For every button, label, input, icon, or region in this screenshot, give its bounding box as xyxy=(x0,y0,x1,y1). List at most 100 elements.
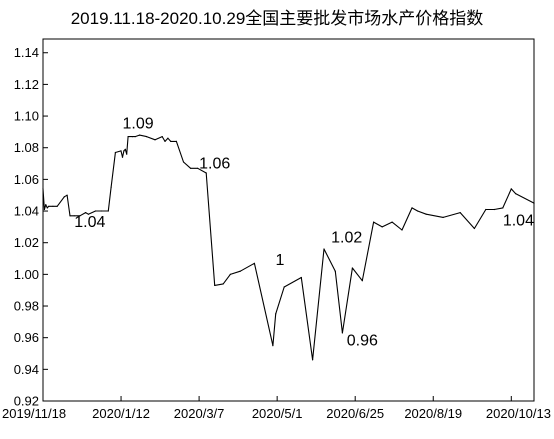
data-point xyxy=(170,140,172,142)
data-point xyxy=(533,202,535,204)
y-tick-label: 1.14 xyxy=(14,45,39,60)
x-tick-label: 2020/1/12 xyxy=(92,406,150,421)
y-tick-label: 0.96 xyxy=(14,330,39,345)
data-point xyxy=(87,213,89,215)
data-point xyxy=(121,156,124,158)
data-point xyxy=(42,188,44,190)
x-tick-label: 2020/10/13 xyxy=(486,406,551,421)
y-tick-label: 0.98 xyxy=(14,299,39,314)
data-point xyxy=(442,216,444,218)
data-point xyxy=(146,136,148,138)
data-point xyxy=(411,207,413,209)
data-point xyxy=(131,136,133,138)
y-tick-label: 0.94 xyxy=(14,362,39,377)
data-point xyxy=(239,270,241,272)
data-point xyxy=(459,212,461,214)
data-point xyxy=(154,139,156,141)
data-point xyxy=(182,161,185,163)
data-point xyxy=(120,150,122,152)
data-point xyxy=(515,193,517,195)
data-point xyxy=(175,140,177,142)
data-point xyxy=(85,212,87,214)
y-tick-label: 1.02 xyxy=(14,235,39,250)
data-point xyxy=(401,229,403,231)
data-point xyxy=(124,148,126,150)
x-tick-label: 2020/3/7 xyxy=(174,406,225,421)
data-point xyxy=(312,359,314,361)
data-point xyxy=(323,248,325,250)
data-point xyxy=(161,136,163,138)
data-point xyxy=(222,283,224,285)
data-label: 1.09 xyxy=(123,116,154,133)
data-point xyxy=(283,286,285,288)
annotation-group: 1.04 1.09 1.06 1 1.02 0.96 1.04 xyxy=(74,116,534,350)
data-point xyxy=(52,205,54,207)
data-point xyxy=(300,276,302,279)
data-point xyxy=(373,221,375,223)
y-tick-label: 1.00 xyxy=(14,267,39,282)
data-point xyxy=(351,267,353,269)
data-point xyxy=(275,313,277,315)
data-label: 0.96 xyxy=(347,333,378,350)
data-point xyxy=(361,280,363,282)
data-point xyxy=(417,210,419,212)
data-point xyxy=(63,196,65,198)
y-tick-label: 1.10 xyxy=(14,109,39,124)
data-point xyxy=(94,210,97,212)
data-label: 1 xyxy=(276,252,285,269)
plot-frame xyxy=(42,38,535,402)
data-point xyxy=(79,215,81,217)
data-point xyxy=(107,210,109,212)
data-point xyxy=(341,332,343,334)
data-point xyxy=(485,208,487,211)
y-tick-label: 1.04 xyxy=(14,204,39,219)
y-tick-label: 1.12 xyxy=(14,77,39,92)
data-point xyxy=(46,207,48,209)
data-point xyxy=(100,210,102,212)
y-axis: 0.92 0.94 0.96 0.98 1.00 1.02 1.04 1.06 1.08 1.10… xyxy=(14,45,48,409)
x-tick-label: 2019/11/18 xyxy=(2,406,66,421)
data-point xyxy=(502,207,504,209)
data-point xyxy=(69,215,71,217)
x-axis: 2019/11/18 2020/1/12 2020/3/7 2020/5/1 2020/… xyxy=(2,396,551,421)
data-point xyxy=(214,284,216,286)
data-point xyxy=(197,167,199,169)
data-point xyxy=(493,208,495,211)
data-point xyxy=(425,213,427,215)
data-point xyxy=(391,221,393,223)
data-point xyxy=(381,226,383,228)
data-label: 1.06 xyxy=(199,155,230,172)
data-point xyxy=(510,188,512,190)
data-point xyxy=(114,151,116,154)
data-point xyxy=(167,137,169,139)
data-point xyxy=(127,136,129,138)
data-point xyxy=(56,205,58,207)
data-point xyxy=(253,262,255,264)
data-point xyxy=(73,215,75,217)
y-tick-label: 1.06 xyxy=(14,172,39,187)
y-tick-label: 1.08 xyxy=(14,140,39,155)
series-line xyxy=(42,134,535,361)
data-point xyxy=(190,167,192,169)
data-point xyxy=(473,227,475,230)
x-tick-label: 2020/5/1 xyxy=(252,406,303,421)
series-group xyxy=(42,134,535,361)
data-point xyxy=(205,172,207,174)
data-point xyxy=(45,204,47,206)
x-tick-label: 2020/6/25 xyxy=(326,406,384,421)
data-point xyxy=(123,150,125,152)
data-point xyxy=(43,208,46,211)
data-point xyxy=(110,186,112,188)
chart-title: 2019.11.18-2020.10.29全国主要批发市场水产价格指数 xyxy=(70,9,484,28)
data-point xyxy=(134,136,136,138)
data-point xyxy=(229,273,231,275)
data-label: 1.02 xyxy=(331,230,362,247)
data-point xyxy=(48,205,50,207)
data-point xyxy=(126,153,128,155)
data-point xyxy=(66,194,68,196)
data-point xyxy=(164,140,166,142)
y-tick-label: 0.92 xyxy=(14,394,39,409)
data-label: 1.04 xyxy=(74,214,105,231)
data-point xyxy=(138,134,141,136)
